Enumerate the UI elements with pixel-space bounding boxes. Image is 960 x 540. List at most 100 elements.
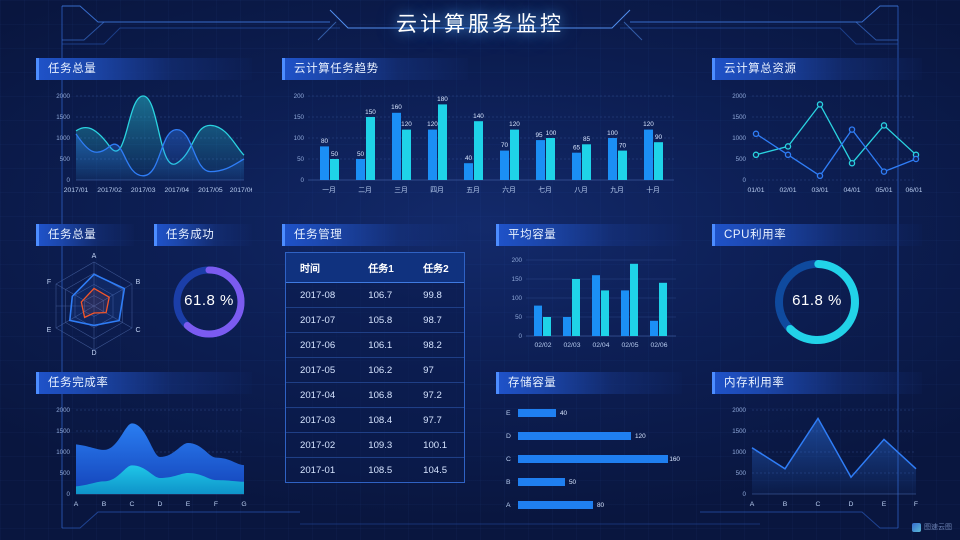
svg-text:1500: 1500 [56, 428, 70, 435]
table-col-task1: 任务1 [354, 253, 410, 283]
page-title: 云计算服务监控 [396, 13, 564, 36]
svg-text:1000: 1000 [56, 449, 70, 456]
svg-text:八月: 八月 [574, 186, 588, 194]
chart-memory-usage[interactable]: 2000 1500 1000 500 0 A B C D E F [712, 394, 922, 521]
svg-text:50: 50 [515, 314, 522, 321]
chart-total-resource[interactable]: 2000 1500 1000 500 0 01/01 02/01 03/01 0… [712, 80, 922, 203]
cell-task1: 105.8 [354, 307, 410, 333]
table-row[interactable]: 2017-01 108.5 104.5 [286, 458, 464, 483]
svg-text:03/01: 03/01 [811, 187, 828, 194]
table-row[interactable]: 2017-03 108.4 97.7 [286, 407, 464, 433]
chart-task-trend[interactable]: 200 150 100 50 0 80 50 50 150 160 120 12… [282, 82, 682, 209]
svg-text:0: 0 [519, 333, 523, 340]
cell-task2: 97.2 [409, 382, 464, 408]
svg-text:95: 95 [535, 132, 543, 139]
table-row[interactable]: 2017-06 106.1 98.2 [286, 332, 464, 358]
panel-cpu-usage: CPU利用率 [712, 224, 922, 246]
panel-avg-capacity: 平均容量 200 150 100 50 0 [496, 224, 682, 363]
svg-text:06/01: 06/01 [905, 187, 922, 194]
cell-task1: 106.1 [354, 332, 410, 358]
svg-text:B: B [783, 501, 788, 508]
cell-time: 2017-03 [286, 407, 355, 433]
svg-text:40: 40 [560, 410, 568, 417]
svg-text:500: 500 [60, 156, 71, 163]
panel-task-complete: 任务完成率 2000 1500 1000 [36, 372, 252, 521]
gauge-value-cpu-usage: 61.8 % [792, 292, 842, 309]
chart-task-total-radar[interactable]: A B C D E F [36, 248, 152, 357]
table-row[interactable]: 2017-04 106.8 97.2 [286, 382, 464, 408]
table-row[interactable]: 2017-08 106.7 99.8 [286, 282, 464, 308]
svg-text:02/02: 02/02 [534, 342, 551, 349]
svg-text:01/01: 01/01 [747, 187, 764, 194]
table-col-time: 时间 [286, 253, 355, 283]
chart-task-complete[interactable]: 2000 1500 1000 500 0 A B C D E F G [36, 394, 252, 521]
svg-text:500: 500 [736, 156, 747, 163]
svg-text:2000: 2000 [56, 407, 70, 414]
svg-text:E: E [882, 501, 887, 508]
panel-title-task-complete: 任务完成率 [36, 372, 252, 394]
table-row[interactable]: 2017-05 106.2 97 [286, 357, 464, 383]
panel-title-avg-capacity: 平均容量 [496, 224, 682, 246]
cell-time: 2017-07 [286, 307, 355, 333]
table-task-manage[interactable]: 时间 任务1 任务2 2017-08 106.7 99.8 2017-07 10… [285, 252, 465, 483]
svg-text:120: 120 [509, 121, 520, 128]
svg-text:1000: 1000 [732, 135, 746, 142]
svg-text:0: 0 [743, 491, 747, 498]
svg-text:0: 0 [67, 177, 71, 184]
cell-task1: 108.5 [368, 464, 393, 476]
watermark-label: 图速云图 [924, 524, 952, 531]
svg-text:五月: 五月 [466, 186, 480, 194]
dashboard-header: 云计算服务监控 [0, 0, 960, 52]
panel-title-storage-capacity: 存储容量 [496, 372, 682, 394]
panel-task-total-area: 任务总量 2000 1500 1000 [36, 58, 254, 203]
svg-text:F: F [914, 501, 918, 508]
svg-text:二月: 二月 [358, 186, 372, 194]
cell-task2: 99.8 [409, 282, 464, 308]
cell-time: 2017-01 [300, 464, 336, 476]
gauge-task-success[interactable]: 61.8 % [154, 250, 264, 355]
table-col-task2: 任务2 [409, 253, 464, 283]
svg-text:九月: 九月 [610, 185, 624, 194]
bar-label-a: A [506, 502, 511, 509]
cell-task1: 108.4 [354, 407, 410, 433]
svg-text:120: 120 [635, 433, 646, 440]
panel-task-total-radar: 任务总量 [36, 224, 134, 246]
gauge-cpu-usage[interactable]: 61.8 % [712, 250, 922, 360]
svg-text:150: 150 [294, 114, 305, 121]
svg-text:02/06: 02/06 [650, 342, 667, 349]
table-row[interactable]: 2017-02 109.3 100.1 [286, 432, 464, 458]
watermark: 图速云图 [912, 522, 952, 532]
panel-title-task-manage: 任务管理 [282, 224, 468, 246]
table-row[interactable]: 2017-07 105.8 98.7 [286, 307, 464, 333]
svg-text:G: G [241, 501, 246, 508]
cell-task1: 106.7 [354, 282, 410, 308]
chart-task-total-area[interactable]: 2000 1500 1000 500 0 2017/01 2017/02 201… [36, 80, 254, 203]
svg-text:100: 100 [512, 295, 523, 302]
bar-label-d: D [506, 433, 511, 440]
svg-text:C: C [130, 501, 135, 508]
panel-title-task-total-area: 任务总量 [36, 58, 252, 80]
svg-text:120: 120 [401, 121, 412, 128]
chart-avg-capacity[interactable]: 200 150 100 50 0 02/02 02/03 02/04 02/05 [496, 246, 682, 363]
svg-text:2000: 2000 [732, 407, 746, 414]
svg-text:180: 180 [437, 96, 448, 103]
svg-text:D: D [91, 350, 96, 356]
svg-text:200: 200 [294, 93, 305, 100]
svg-text:1500: 1500 [56, 114, 70, 121]
cell-time: 2017-05 [286, 357, 355, 383]
svg-text:50: 50 [569, 479, 577, 486]
panel-title-task-success: 任务成功 [154, 224, 252, 246]
panel-task-trend: 云计算任务趋势 [282, 58, 468, 80]
cell-task2: 97 [409, 357, 464, 383]
table-header-row: 时间 任务1 任务2 [286, 253, 464, 283]
cell-task2: 97.7 [409, 407, 464, 433]
svg-text:1500: 1500 [732, 428, 746, 435]
logo-icon [912, 522, 921, 532]
cell-task1: 106.2 [354, 357, 410, 383]
chart-storage-capacity[interactable]: E 40 D 120 C 160 B 50 A 80 [496, 394, 682, 519]
svg-text:85: 85 [583, 136, 591, 143]
svg-text:F: F [47, 279, 51, 286]
svg-text:三月: 三月 [394, 186, 408, 194]
svg-text:C: C [135, 327, 140, 334]
svg-text:0: 0 [67, 491, 71, 498]
